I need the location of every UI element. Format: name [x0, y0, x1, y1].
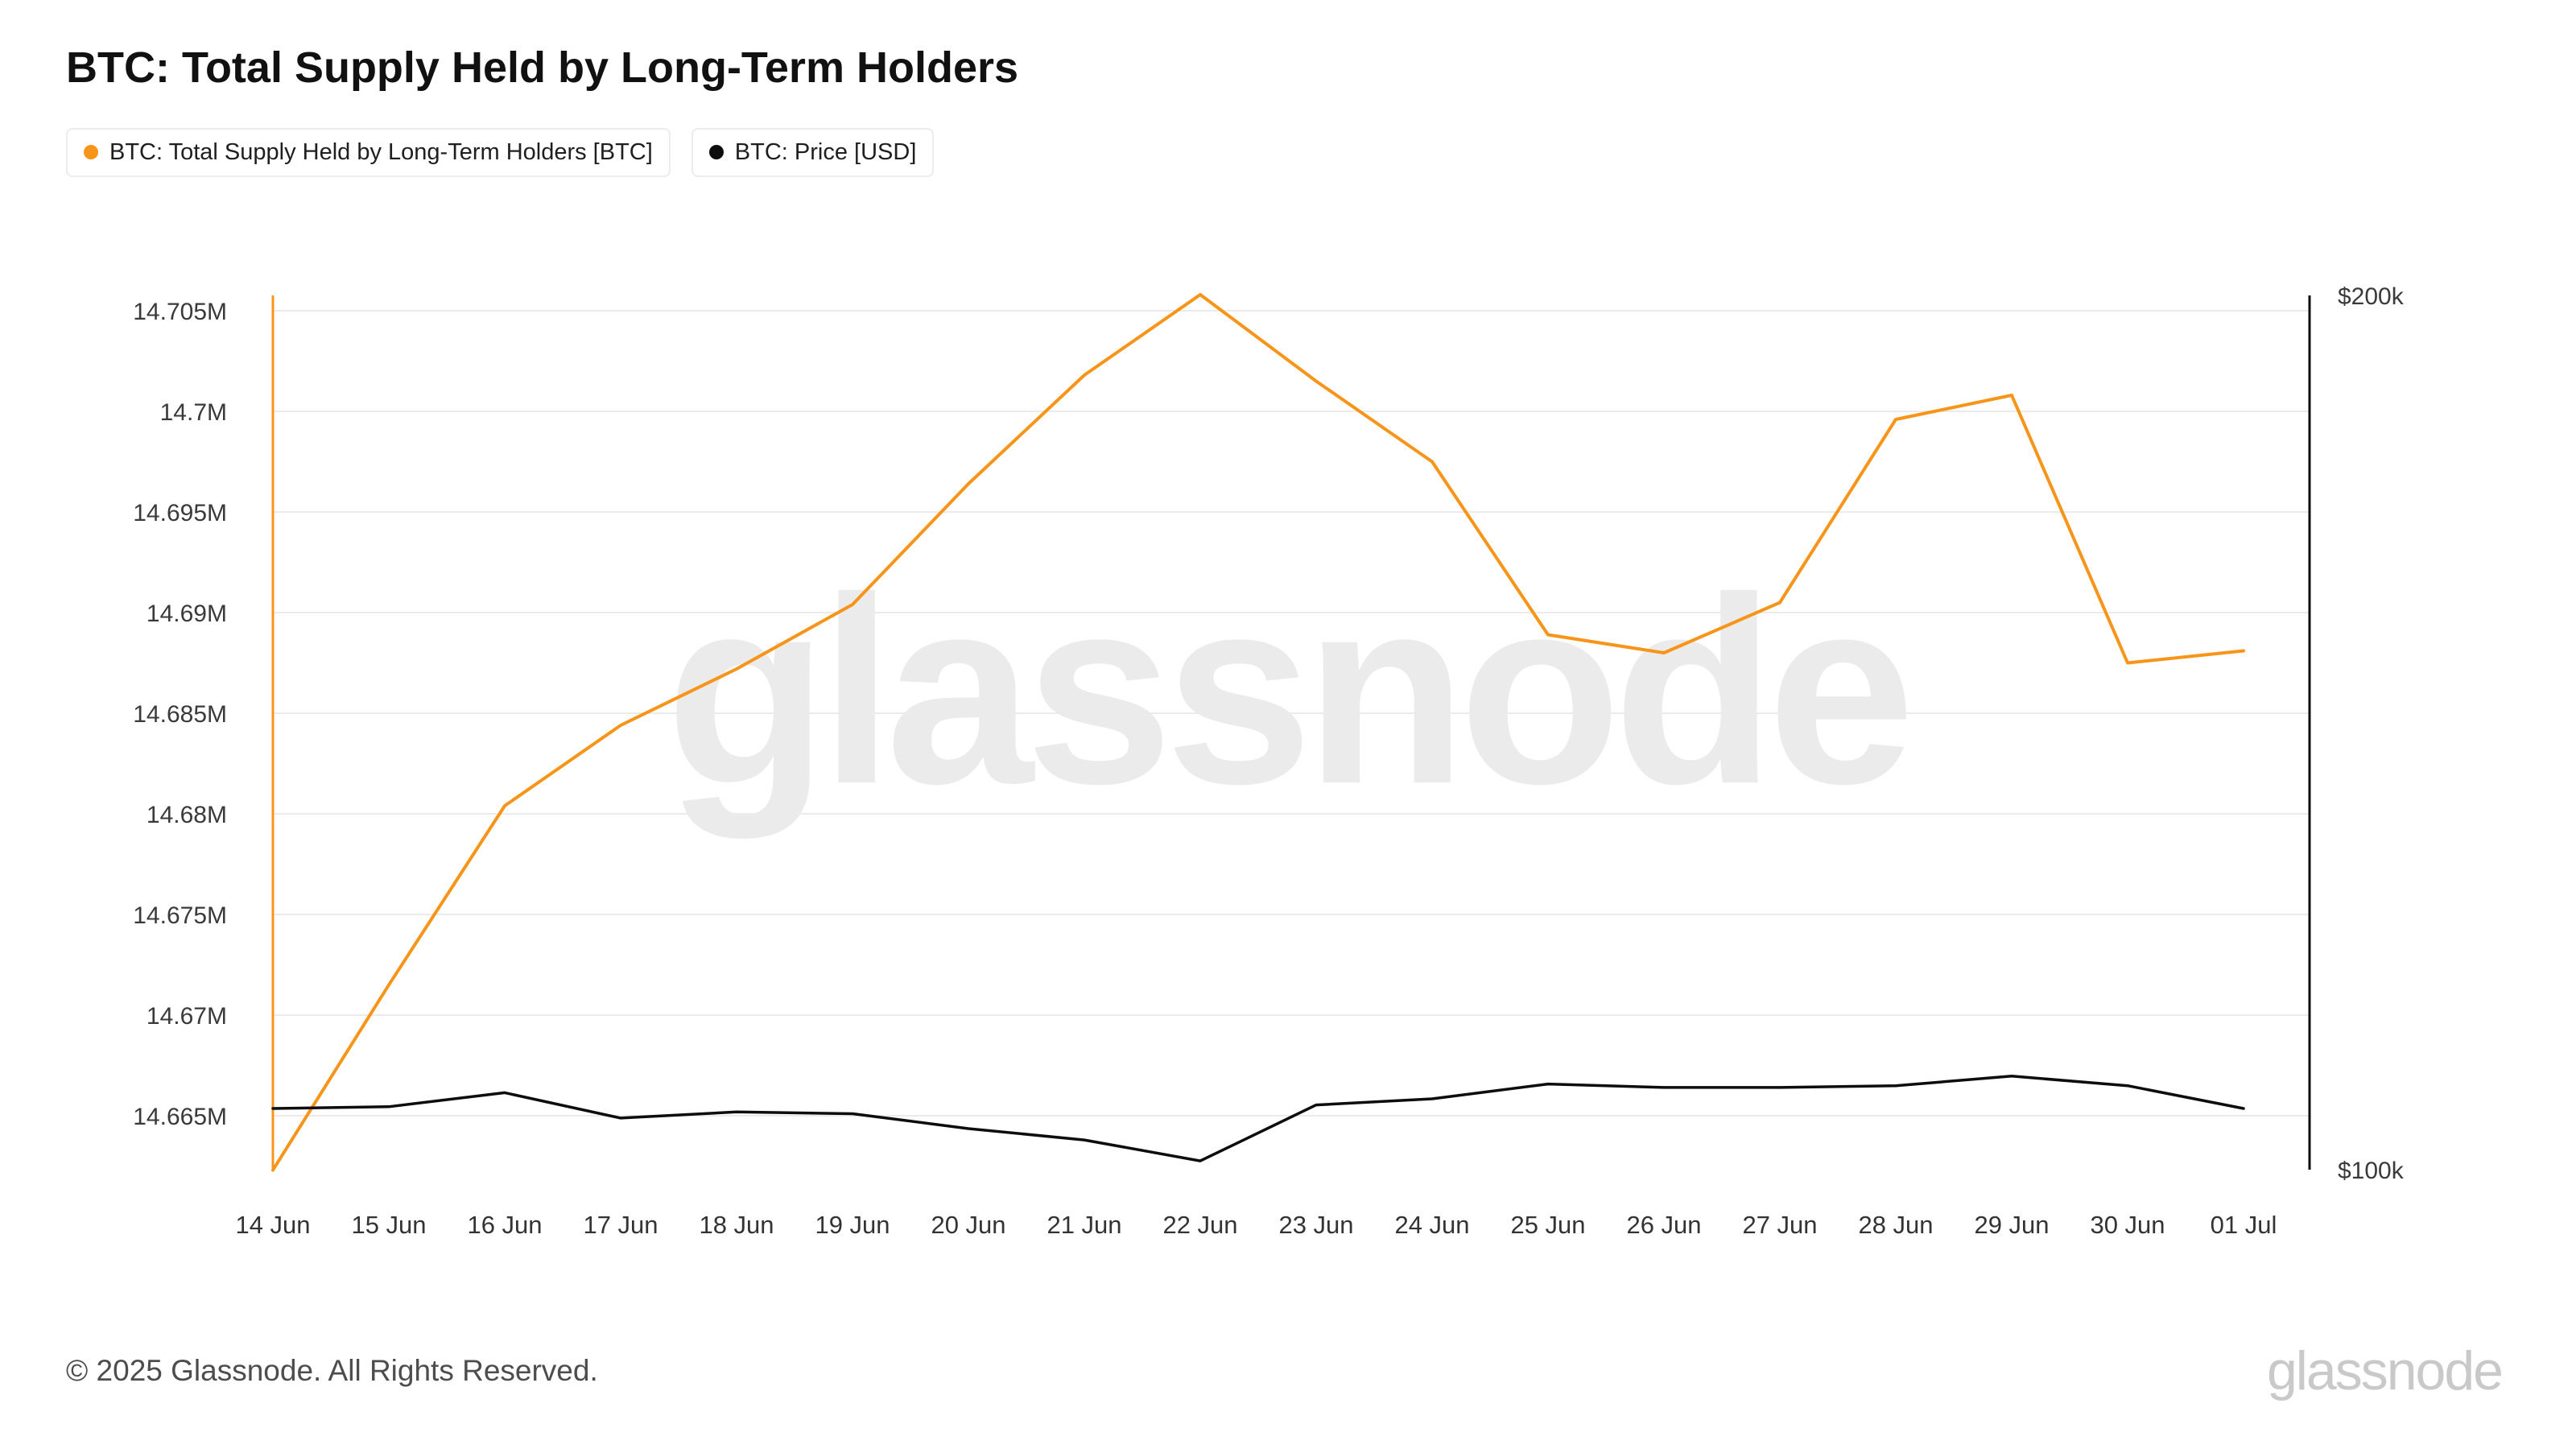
legend-item-supply[interactable]: BTC: Total Supply Held by Long-Term Hold… — [66, 127, 671, 177]
supply-series-color-dot — [84, 145, 98, 160]
page-title: BTC: Total Supply Held by Long-Term Hold… — [66, 43, 1019, 92]
price-line[interactable] — [271, 1075, 2245, 1162]
supply-line[interactable] — [271, 293, 2245, 1172]
glassnode-logo: glassnode — [2266, 1340, 2504, 1402]
x-axis-tick-label: 30 Jun — [2090, 1211, 2165, 1239]
copyright-text: © 2025 Glassnode. All Rights Reserved. — [66, 1354, 598, 1387]
legend-item-supply-label: BTC: Total Supply Held by Long-Term Hold… — [109, 138, 653, 165]
right-axis-tick-label: $200k — [2338, 283, 2405, 310]
x-axis-tick-label: 20 Jun — [931, 1211, 1005, 1239]
glassnode-watermark: glassnode — [665, 542, 1915, 839]
legend-item-price-label: BTC: Price [USD] — [734, 138, 917, 165]
x-axis-tick-label: 19 Jun — [815, 1211, 890, 1239]
right-axis-tick-label: $100k — [2338, 1158, 2405, 1184]
left-axis-tick-label: 14.685M — [133, 701, 227, 728]
x-axis-tick-label: 01 Jul — [2211, 1211, 2277, 1239]
left-axis-tick-label: 14.665M — [133, 1104, 227, 1130]
x-axis-tick-label: 23 Jun — [1278, 1211, 1353, 1239]
x-axis-tick-label: 18 Jun — [699, 1211, 774, 1239]
legend: BTC: Total Supply Held by Long-Term Hold… — [66, 127, 1018, 177]
left-axis-tick-label: 14.675M — [133, 902, 227, 929]
price-series-color-dot — [708, 145, 724, 160]
x-axis-tick-label: 28 Jun — [1858, 1211, 1933, 1239]
chart-header: BTC: Total Supply Held by Long-Term Hold… — [66, 42, 1018, 177]
x-axis-tick-label: 16 Jun — [467, 1211, 542, 1239]
x-axis-tick-label: 17 Jun — [583, 1211, 658, 1239]
x-axis-tick-label: 24 Jun — [1394, 1211, 1469, 1239]
x-axis-tick-label: 29 Jun — [1974, 1211, 2049, 1239]
left-axis-tick-label: 14.7M — [160, 399, 227, 426]
left-axis-tick-label: 14.69M — [147, 601, 227, 627]
x-axis-tick-label: 15 Jun — [351, 1211, 426, 1239]
x-axis-tick-label: 22 Jun — [1162, 1211, 1237, 1239]
left-axis-tick-label: 14.705M — [133, 299, 227, 325]
legend-item-price[interactable]: BTC: Price [USD] — [691, 127, 935, 177]
x-axis-tick-label: 21 Jun — [1046, 1211, 1121, 1239]
x-axis-tick-label: 26 Jun — [1626, 1211, 1701, 1239]
left-axis-tick-label: 14.695M — [133, 500, 227, 526]
x-axis-tick-label: 25 Jun — [1510, 1211, 1585, 1239]
x-axis-tick-label: 27 Jun — [1742, 1211, 1817, 1239]
left-axis-tick-label: 14.67M — [147, 1003, 227, 1030]
left-axis-tick-label: 14.68M — [147, 802, 227, 828]
x-axis-tick-label: 14 Jun — [235, 1211, 310, 1239]
